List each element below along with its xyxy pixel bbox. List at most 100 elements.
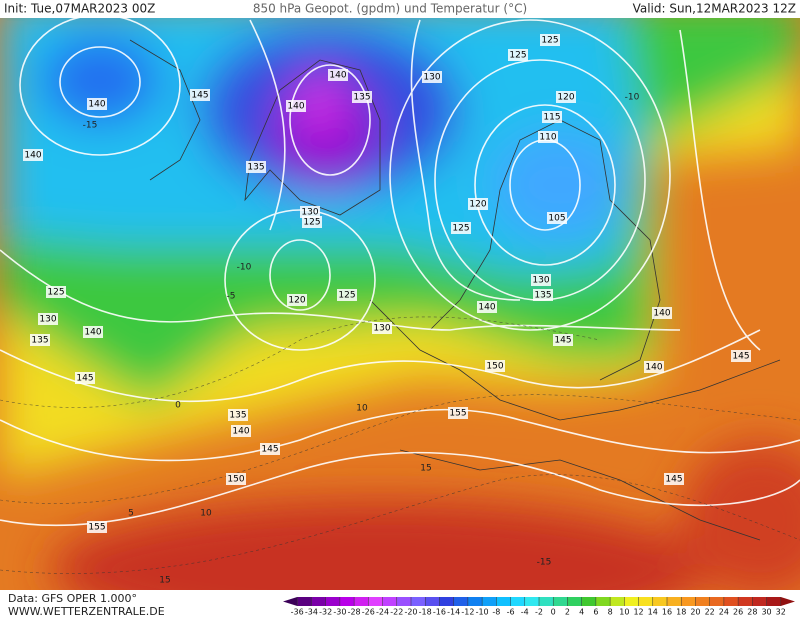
colorbar-swatch xyxy=(453,597,469,606)
colorbar-swatch xyxy=(311,597,326,606)
label-box xyxy=(226,473,246,485)
label-box xyxy=(508,49,528,61)
colorbar: -36 -34 -32 -30 -28 -26 -24 -22 -20 -18 -16 -14 -12-… xyxy=(283,597,795,617)
geopotential-label: 135 xyxy=(247,163,264,173)
geopotential-label: 140 xyxy=(478,303,495,313)
label-box xyxy=(542,111,562,123)
label-box xyxy=(246,161,266,173)
colorbar-swatch xyxy=(539,597,554,606)
geopotential-label: 155 xyxy=(88,523,105,533)
geopotential-label: 140 xyxy=(645,363,662,373)
colorbar-swatch xyxy=(624,597,639,606)
temperature-label: 10 xyxy=(356,404,368,414)
colorbar-tick-label: 0 xyxy=(551,608,556,617)
geopotential-label: 125 xyxy=(541,36,558,46)
colorbar-tick-label: -10 xyxy=(476,608,489,617)
colorbar-tick-label: 20 xyxy=(690,608,700,617)
label-box xyxy=(468,198,488,210)
colorbar-tick-label: 26 xyxy=(733,608,743,617)
colorbar-swatch xyxy=(553,597,568,606)
label-box xyxy=(731,350,751,362)
geopotential-label: 150 xyxy=(227,475,244,485)
geopotential-label: 120 xyxy=(469,200,486,210)
label-box xyxy=(477,301,497,313)
colorbar-swatch xyxy=(325,597,341,606)
geopotential-label: 135 xyxy=(229,411,246,421)
colorbar-swatch xyxy=(752,597,767,606)
colorbar-swatch xyxy=(297,597,312,606)
geopotential-label: 150 xyxy=(486,362,503,372)
geopotential-label: 105 xyxy=(548,214,565,224)
label-box xyxy=(448,407,468,419)
colorbar-tick-label: 28 xyxy=(747,608,757,617)
colorbar-tick-label: 12 xyxy=(633,608,643,617)
label-box xyxy=(533,289,553,301)
temperature-label: 0 xyxy=(175,401,181,411)
isotherms xyxy=(0,316,800,574)
temperature-label: -10 xyxy=(237,263,252,273)
colorbar-swatch xyxy=(709,597,725,606)
temperature-label: 15 xyxy=(159,576,170,586)
colorbar-swatch xyxy=(567,597,582,606)
label-box xyxy=(540,34,560,46)
label-box xyxy=(83,326,103,338)
mediterranean-coast xyxy=(369,299,781,421)
label-box xyxy=(352,91,372,103)
geopotential-contours xyxy=(0,18,800,527)
colorbar-arrow xyxy=(283,597,298,606)
init-time: Init: Tue,07MAR2023 00Z xyxy=(4,2,155,16)
geopotential-label: 115 xyxy=(543,113,560,123)
colorbar-swatch xyxy=(738,597,753,606)
africa-coast xyxy=(399,449,761,541)
map-title: 850 hPa Geopot. (gpdm) und Temperatur (°… xyxy=(253,2,527,16)
geopotential-label: 145 xyxy=(191,91,208,101)
geopotential-label: 145 xyxy=(554,336,571,346)
colorbar-swatch xyxy=(723,597,739,606)
geopotential-label: 140 xyxy=(88,100,105,110)
label-box xyxy=(23,149,43,161)
colorbar-tick-label: -8 xyxy=(492,608,500,617)
colorbar-swatch xyxy=(339,597,355,606)
geopotential-label: 140 xyxy=(653,309,670,319)
label-box xyxy=(372,322,392,334)
colorbar-tick-label: -14 xyxy=(447,608,460,617)
colorbar-tick-label: 32 xyxy=(776,608,786,617)
label-box xyxy=(553,334,573,346)
colorbar-swatch xyxy=(595,597,611,606)
label-box xyxy=(652,307,672,319)
geopotential-label: 140 xyxy=(24,151,41,161)
geopotential-label: 140 xyxy=(287,102,304,112)
colorbar-arrow xyxy=(780,597,795,606)
label-box xyxy=(75,372,95,384)
label-box xyxy=(87,521,107,533)
geopotential-label: 140 xyxy=(84,328,101,338)
label-box xyxy=(422,71,442,83)
label-box xyxy=(231,425,251,437)
label-box xyxy=(547,212,567,224)
colorbar-swatch xyxy=(667,597,682,606)
temperature-label: -5 xyxy=(227,292,236,302)
colorbar-swatch xyxy=(524,597,540,606)
colorbar-swatch xyxy=(681,597,696,606)
geopotential-label: 125 xyxy=(338,291,355,301)
colorbar-tick-label: 8 xyxy=(608,608,613,617)
geopotential-label: 145 xyxy=(665,475,682,485)
label-box xyxy=(556,91,576,103)
colorbar-swatch xyxy=(411,597,426,606)
label-box xyxy=(287,294,307,306)
colorbar-tick-label: -6 xyxy=(507,608,515,617)
colorbar-swatch xyxy=(439,597,454,606)
label-box xyxy=(328,69,348,81)
colorbar-swatch xyxy=(482,597,497,606)
colorbar-tick-label: -32 xyxy=(319,608,332,617)
geopotential-label: 120 xyxy=(288,296,305,306)
colorbar-tick-label: -34 xyxy=(305,608,318,617)
label-box xyxy=(30,334,50,346)
label-box xyxy=(228,409,248,421)
geopotential-label: 135 xyxy=(31,336,48,346)
colorbar-tick-label: 4 xyxy=(579,608,584,617)
geopotential-label: 125 xyxy=(303,218,320,228)
label-box xyxy=(302,216,322,228)
